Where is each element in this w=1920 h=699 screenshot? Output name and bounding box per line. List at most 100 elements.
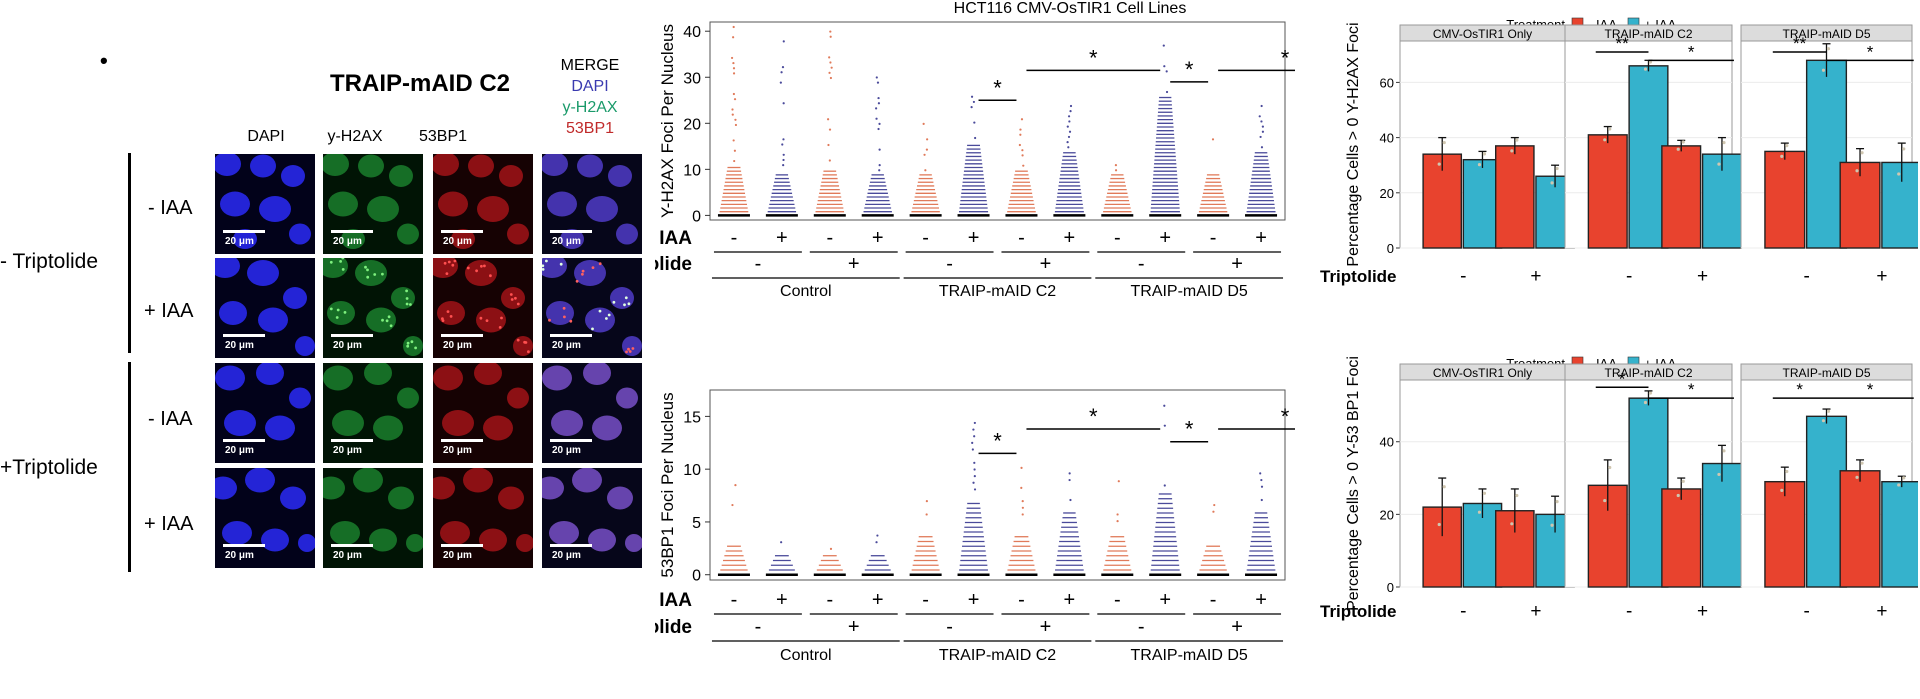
micrograph-image: [433, 258, 533, 356]
nucleus: [261, 528, 289, 552]
data-point: [1212, 510, 1215, 513]
data-point: [1069, 498, 1072, 502]
replicate-point: [1826, 409, 1831, 413]
iaa-sign: +: [776, 589, 788, 611]
data-point: [782, 40, 785, 43]
data-point: [828, 56, 831, 59]
y-tick-label: 20: [1380, 507, 1394, 522]
iaa-row-label: IAA: [659, 590, 692, 611]
nucleus: [332, 410, 364, 436]
triptolide-sign: +: [848, 253, 860, 275]
charts-top-title: HCT116 CMV-OsTIR1 Cell Lines: [953, 0, 1187, 17]
chart-pct-53bp1: Treatment- IAA+ IAAPercentage Cells > 0 …: [1320, 356, 1918, 622]
y-tick-label: 15: [683, 409, 701, 426]
data-point: [875, 107, 878, 110]
panel-marker: •: [100, 48, 108, 73]
data-point: [732, 92, 735, 96]
plot-frame: [709, 389, 1286, 581]
row-label-iaa-2: + IAA: [144, 300, 194, 322]
nucleus: [610, 287, 634, 309]
group-label: Control: [780, 647, 832, 664]
iaa-sign: -: [1018, 227, 1025, 249]
triptolide-sign: -: [1803, 266, 1809, 287]
data-point: [733, 159, 736, 163]
focus-spot: [581, 272, 584, 276]
data-point: [782, 164, 785, 167]
micrograph-image: [542, 363, 638, 441]
replicate-point: [1482, 491, 1487, 495]
nucleus: [391, 287, 415, 309]
nucleus: [222, 521, 252, 545]
replicate-point: [1437, 162, 1441, 166]
scale-bar: [441, 439, 483, 442]
nucleus: [247, 260, 279, 286]
micrograph-53bp1-row-1: 20 μm: [433, 154, 533, 254]
replicate-point: [1555, 500, 1559, 504]
micrograph-image: [542, 154, 638, 249]
iaa-sign: +: [776, 227, 788, 249]
data-point: [1068, 120, 1071, 123]
replicate-point: [1681, 479, 1685, 483]
y-axis-label: Percentage Cells > 0 Y-H2AX Foci: [1345, 22, 1362, 266]
data-point: [924, 169, 927, 172]
nucleus: [341, 229, 365, 249]
nucleus: [625, 534, 642, 552]
nucleus: [433, 258, 458, 278]
nucleus: [289, 387, 311, 409]
data-point: [876, 81, 880, 84]
nucleus: [256, 363, 284, 385]
group-label: TRAIP-mAID D5: [1130, 283, 1247, 300]
focus-spot: [329, 260, 333, 264]
scale-bar: [441, 334, 483, 337]
data-point: [1021, 513, 1024, 516]
nucleus: [592, 415, 622, 441]
data-point: [732, 61, 735, 65]
data-point: [877, 102, 881, 105]
triptolide-sign: -: [946, 253, 953, 275]
iaa-sign: -: [1114, 589, 1121, 611]
focus-spot: [329, 307, 333, 311]
significance-label: *: [1688, 42, 1695, 61]
scale-bar: [223, 439, 265, 442]
scale-label: 20 μm: [333, 340, 362, 351]
data-point: [732, 67, 736, 70]
data-point: [829, 76, 833, 80]
focus-spot: [483, 264, 486, 268]
replicate-point: [1785, 144, 1789, 148]
nucleus: [215, 365, 245, 391]
replicate-point: [1550, 181, 1554, 185]
data-point: [878, 122, 881, 125]
column-header-53bp1: 53BP1: [418, 128, 468, 145]
group-label: Control: [780, 283, 832, 300]
micrograph-image: [323, 258, 423, 356]
replicate-point: [1821, 68, 1826, 72]
nucleus: [258, 307, 288, 333]
iaa-sign: -: [731, 589, 738, 611]
replicate-point: [1722, 140, 1726, 145]
focus-spot: [475, 269, 478, 273]
micrograph-yh2ax-row-3: 20 μm: [323, 363, 423, 463]
data-point: [1117, 480, 1120, 483]
scale-label: 20 μm: [552, 340, 581, 351]
data-point: [926, 138, 929, 141]
triptolide-row-label: Triptolide: [1320, 267, 1397, 286]
iaa-sign: +: [1064, 589, 1076, 611]
data-point: [971, 448, 974, 451]
focus-spot: [562, 306, 566, 310]
scale-bar: [441, 230, 483, 233]
focus-spot: [405, 289, 408, 293]
nucleus: [516, 534, 533, 552]
nucleus: [397, 387, 419, 409]
data-point: [733, 149, 736, 152]
replicate-point: [1608, 465, 1612, 470]
significance-label: *: [1867, 380, 1874, 399]
data-point: [828, 128, 832, 131]
data-point: [1163, 484, 1166, 487]
triptolide-sign: +: [1876, 601, 1887, 622]
scale-label: 20 μm: [443, 236, 472, 247]
replicate-point: [1897, 172, 1901, 176]
focus-spot: [591, 327, 594, 331]
nucleus: [465, 260, 497, 286]
y-tick-label: 0: [1387, 241, 1394, 256]
data-point: [1114, 169, 1118, 172]
